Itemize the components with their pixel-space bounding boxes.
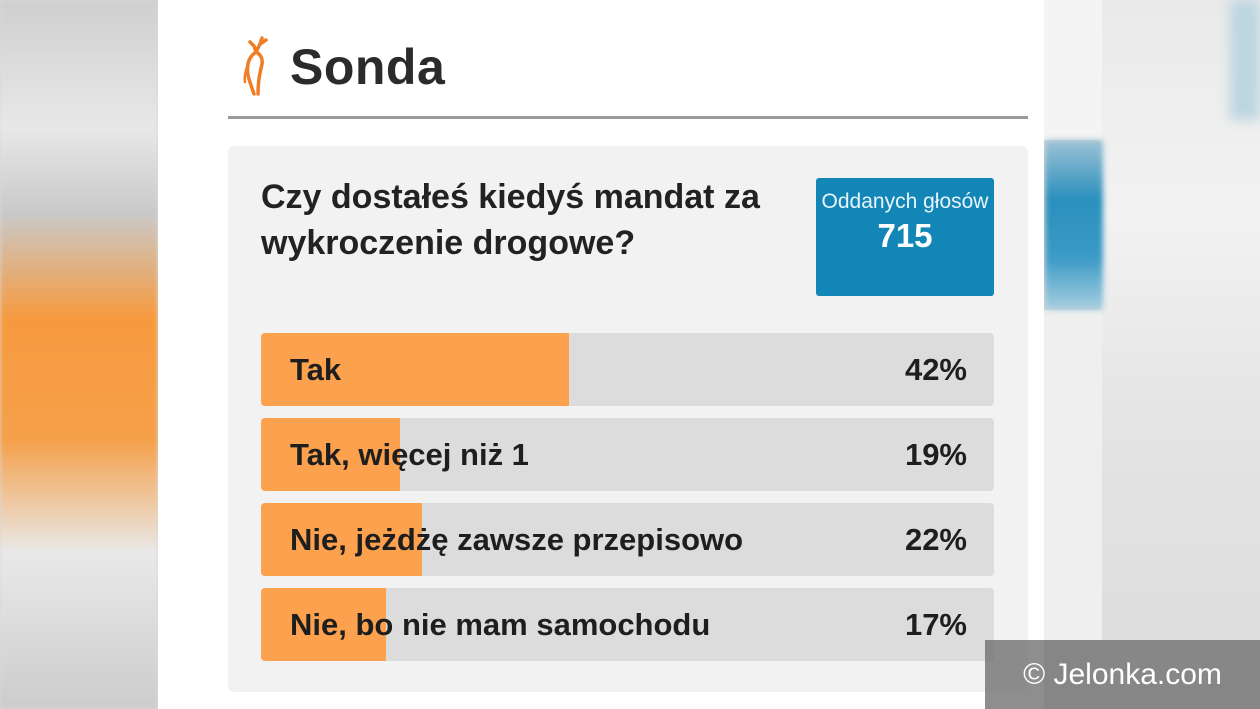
watermark: © Jelonka.com [985,640,1260,709]
background-right-top [1230,0,1260,120]
votes-label: Oddanych głosów [821,190,989,213]
background-blue-strip [1045,140,1103,310]
poll-option-label: Nie, bo nie mam samochodu [290,607,711,642]
poll-option-percent: 42% [904,352,967,387]
poll-option-tak-wiecej[interactable]: Tak, więcej niż 1 19% [261,418,994,491]
poll-box: Czy dostałeś kiedyś mandat za wykroczeni… [228,146,1028,692]
votes-badge: Oddanych głosów 715 [816,178,994,296]
page-title: Sonda [290,39,446,95]
poll-question: Czy dostałeś kiedyś mandat za wykroczeni… [261,178,760,262]
background-left [0,0,158,709]
poll-option-label: Tak, więcej niż 1 [290,437,529,472]
poll-option-tak[interactable]: Tak 42% [261,333,994,406]
poll-option-bar [261,588,386,661]
votes-count: 715 [877,217,933,254]
poll-option-label: Nie, jeżdżę zawsze przepisowo [290,522,744,557]
poll-options: Tak 42% Tak, więcej niż 1 19% Nie, jeżdż… [261,333,994,673]
poll-option-bar [261,503,422,576]
deer-icon [236,36,276,96]
background-card-edge [1044,0,1102,140]
poll-option-bar [261,418,400,491]
poll-option-percent: 22% [904,522,967,557]
poll-option-bar [261,333,569,406]
poll-header: Sonda [228,30,1028,119]
poll-option-percent: 17% [904,607,967,642]
poll-option-label: Tak [290,352,342,387]
background-card-edge-lower [1044,310,1102,640]
poll-option-nie-przepisowo[interactable]: Nie, jeżdżę zawsze przepisowo 22% [261,503,994,576]
poll-option-percent: 19% [904,437,967,472]
poll-option-nie-samochodu[interactable]: Nie, bo nie mam samochodu 17% [261,588,994,661]
